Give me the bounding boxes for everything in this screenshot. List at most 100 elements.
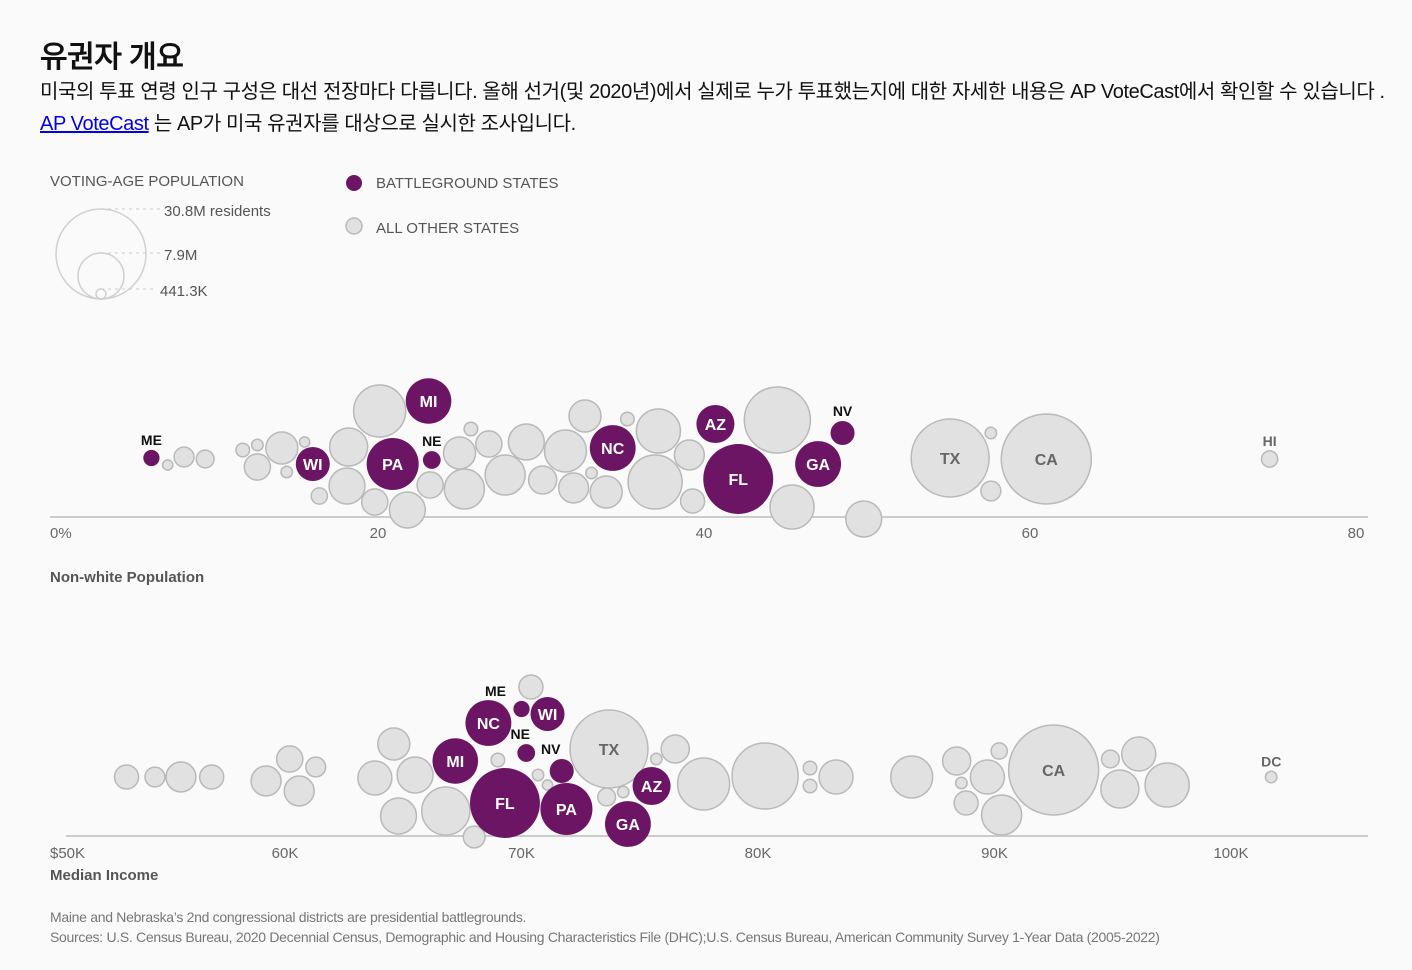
state-bubble[interactable] <box>660 734 691 764</box>
state-bubble[interactable] <box>328 427 369 467</box>
state-bubble[interactable] <box>731 742 799 810</box>
state-bubble[interactable] <box>379 797 418 835</box>
state-bubble[interactable] <box>589 475 623 509</box>
nc-battleground-state-bubble[interactable] <box>589 425 636 471</box>
state-bubble[interactable] <box>113 764 140 790</box>
state-bubble[interactable] <box>585 466 599 480</box>
state-bubble[interactable] <box>518 674 544 700</box>
state-bubble[interactable] <box>161 459 174 471</box>
state-bubble[interactable] <box>377 727 411 761</box>
state-bubble[interactable] <box>421 786 471 836</box>
wi-battleground-state-bubble[interactable] <box>295 446 330 482</box>
state-bubble[interactable] <box>980 794 1023 836</box>
state-bubble[interactable] <box>743 386 812 454</box>
state-bubble[interactable] <box>298 436 311 448</box>
state-bubble[interactable] <box>250 438 264 452</box>
state-bubble[interactable] <box>442 436 477 470</box>
az-battleground-state-bubble[interactable] <box>632 766 671 806</box>
state-bubble[interactable] <box>619 411 635 427</box>
state-bubble[interactable] <box>673 439 706 471</box>
state-bubble[interactable] <box>1121 736 1157 772</box>
state-bubble[interactable] <box>676 757 731 811</box>
state-bubble[interactable] <box>475 430 503 458</box>
state-bubble[interactable] <box>1100 769 1140 809</box>
state-bubble[interactable] <box>310 487 329 505</box>
state-bubble[interactable] <box>990 742 1009 760</box>
me-battleground-state-bubble[interactable] <box>513 700 530 718</box>
state-bubble[interactable] <box>802 778 818 794</box>
state-bubble[interactable] <box>568 399 602 433</box>
state-bubble[interactable] <box>490 752 506 768</box>
ga-battleground-state-bubble[interactable] <box>604 801 651 847</box>
state-bubble[interactable] <box>360 488 389 516</box>
state-bubble[interactable] <box>635 408 682 454</box>
state-bubble[interactable] <box>527 465 558 495</box>
tx-state-bubble[interactable] <box>910 418 990 498</box>
ga-battleground-state-bubble[interactable] <box>795 441 842 487</box>
wi-battleground-state-bubble[interactable] <box>530 696 565 732</box>
state-bubble[interactable] <box>616 785 630 799</box>
state-bubble[interactable] <box>1100 749 1121 769</box>
state-bubble[interactable] <box>328 467 366 505</box>
state-bubble[interactable] <box>507 423 546 461</box>
state-bubble[interactable] <box>357 760 393 796</box>
state-bubble[interactable] <box>250 765 282 797</box>
state-bubble[interactable] <box>243 453 272 481</box>
hi-state-bubble[interactable] <box>1260 450 1279 468</box>
pa-battleground-state-bubble[interactable] <box>366 437 419 491</box>
state-bubble[interactable] <box>649 752 663 766</box>
dc-state-bubble[interactable] <box>1264 770 1278 784</box>
state-bubble[interactable] <box>144 766 166 788</box>
state-bubble[interactable] <box>283 775 315 807</box>
state-bubble[interactable] <box>1144 762 1190 808</box>
state-bubble[interactable] <box>597 787 617 807</box>
state-bubble[interactable] <box>954 776 968 790</box>
ca-state-bubble[interactable] <box>1000 413 1093 505</box>
mi-battleground-state-bubble[interactable] <box>432 738 479 784</box>
state-bubble[interactable] <box>275 745 304 773</box>
state-bubble[interactable] <box>541 779 554 791</box>
state-bubble[interactable] <box>557 472 590 504</box>
state-bubble[interactable] <box>396 756 434 794</box>
ca-state-bubble[interactable] <box>1007 724 1100 816</box>
state-bubble[interactable] <box>198 764 225 790</box>
state-bubble[interactable] <box>845 500 883 538</box>
az-battleground-state-bubble[interactable] <box>696 404 735 444</box>
fl-battleground-state-bubble[interactable] <box>703 444 774 514</box>
nv-battleground-state-bubble[interactable] <box>830 420 855 446</box>
ne-battleground-state-bubble[interactable] <box>422 451 441 469</box>
state-bubble[interactable] <box>980 480 1002 502</box>
state-bubble[interactable] <box>416 471 444 499</box>
state-bubble[interactable] <box>818 759 854 795</box>
state-bubble[interactable] <box>543 429 588 473</box>
state-bubble[interactable] <box>953 790 979 816</box>
state-bubble[interactable] <box>195 449 215 469</box>
state-bubble[interactable] <box>265 431 299 465</box>
ne-battleground-state-bubble[interactable] <box>517 744 536 762</box>
state-bubble[interactable] <box>463 421 479 437</box>
state-bubble[interactable] <box>280 465 294 479</box>
state-bubble[interactable] <box>462 825 486 849</box>
pa-battleground-state-bubble[interactable] <box>540 782 593 836</box>
state-bubble[interactable] <box>352 384 407 438</box>
state-bubble[interactable] <box>235 442 251 458</box>
state-bubble[interactable] <box>165 761 197 793</box>
nc-battleground-state-bubble[interactable] <box>465 700 512 746</box>
ap-votecast-link[interactable]: AP VoteCast <box>40 113 149 135</box>
state-bubble[interactable] <box>443 468 486 510</box>
state-bubble[interactable] <box>531 768 545 782</box>
state-bubble[interactable] <box>889 755 934 799</box>
state-bubble[interactable] <box>388 491 427 529</box>
state-bubble[interactable] <box>984 426 998 440</box>
state-bubble[interactable] <box>802 760 818 776</box>
me-battleground-state-bubble[interactable] <box>143 449 160 467</box>
state-bubble[interactable] <box>941 746 972 776</box>
state-bubble[interactable] <box>305 756 327 778</box>
state-bubble[interactable] <box>627 454 683 510</box>
nv-battleground-state-bubble[interactable] <box>549 758 574 784</box>
state-bubble[interactable] <box>679 488 706 514</box>
state-bubble[interactable] <box>173 446 195 468</box>
state-bubble[interactable] <box>769 484 815 530</box>
mi-battleground-state-bubble[interactable] <box>405 378 452 424</box>
state-bubble[interactable] <box>969 759 1006 795</box>
